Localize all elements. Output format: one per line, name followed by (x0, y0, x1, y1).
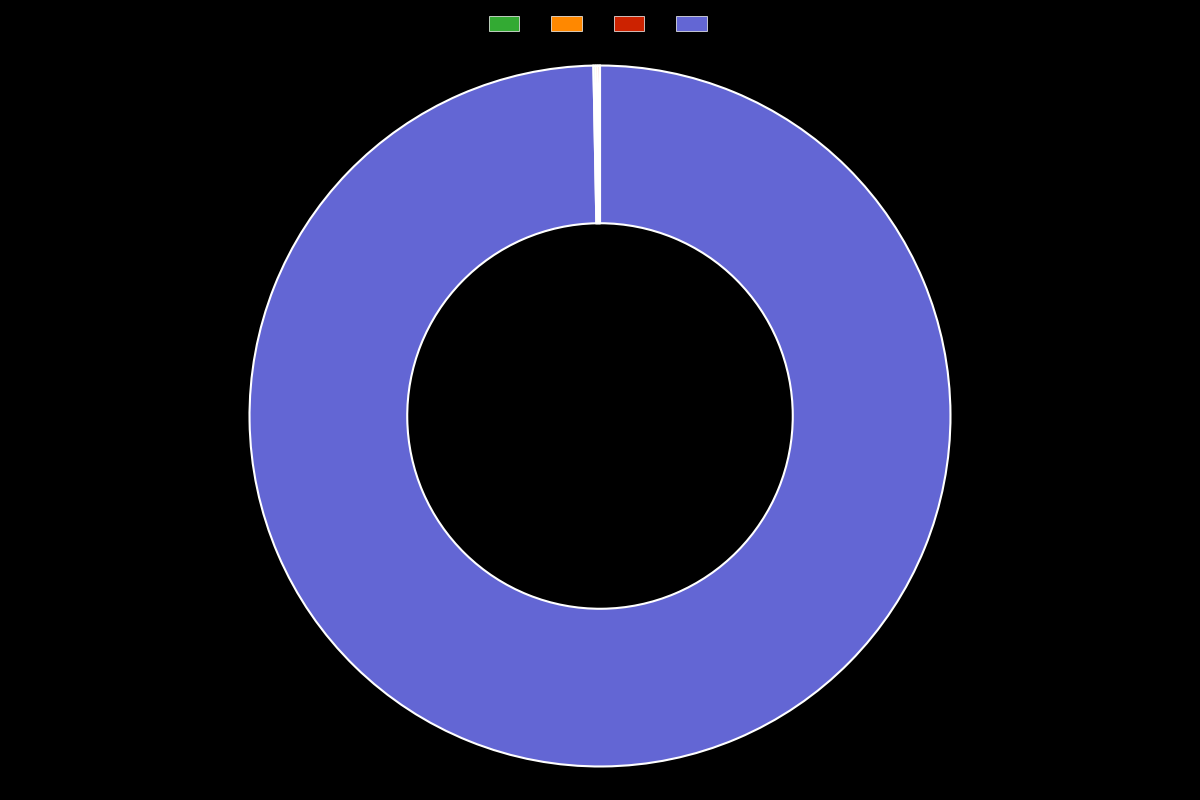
Legend: , , , : , , , (484, 10, 716, 37)
Wedge shape (595, 66, 599, 223)
Wedge shape (250, 66, 950, 766)
Wedge shape (598, 66, 600, 223)
Wedge shape (593, 66, 598, 223)
